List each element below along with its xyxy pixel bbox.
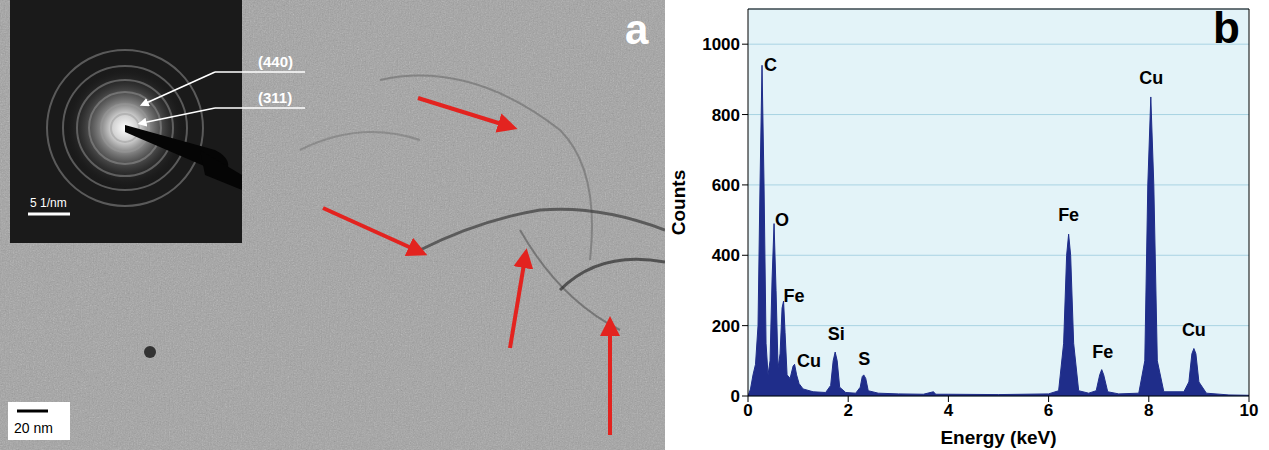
svg-text:Cu: Cu bbox=[1182, 320, 1206, 340]
svg-text:S: S bbox=[858, 349, 870, 369]
svg-text:600: 600 bbox=[712, 176, 740, 195]
svg-text:4: 4 bbox=[944, 401, 954, 420]
svg-text:(311): (311) bbox=[258, 89, 292, 106]
svg-text:6: 6 bbox=[1044, 401, 1053, 420]
svg-text:Cu: Cu bbox=[1139, 68, 1163, 88]
svg-text:Si: Si bbox=[828, 324, 845, 344]
svg-text:Fe: Fe bbox=[1058, 205, 1079, 225]
svg-text:Energy (keV): Energy (keV) bbox=[940, 427, 1056, 448]
svg-text:Cu: Cu bbox=[797, 351, 821, 371]
svg-text:(440): (440) bbox=[258, 53, 293, 70]
svg-text:400: 400 bbox=[712, 246, 740, 265]
svg-text:a: a bbox=[625, 6, 649, 53]
svg-text:C: C bbox=[764, 55, 777, 75]
svg-text:0: 0 bbox=[743, 401, 752, 420]
svg-text:8: 8 bbox=[1144, 401, 1153, 420]
svg-text:Fe: Fe bbox=[784, 286, 805, 306]
svg-text:1000: 1000 bbox=[702, 35, 740, 54]
html-text:b: b bbox=[1213, 3, 1240, 52]
svg-text:O: O bbox=[775, 210, 789, 230]
svg-text:200: 200 bbox=[712, 317, 740, 336]
svg-text:Fe: Fe bbox=[1092, 342, 1113, 362]
svg-text:10: 10 bbox=[1240, 401, 1259, 420]
svg-text:20 nm: 20 nm bbox=[14, 420, 53, 436]
svg-text:2: 2 bbox=[843, 401, 852, 420]
svg-text:0: 0 bbox=[731, 387, 740, 406]
svg-text:800: 800 bbox=[712, 106, 740, 125]
svg-text:5 1/nm: 5 1/nm bbox=[30, 196, 67, 210]
svg-text:Counts: Counts bbox=[668, 170, 689, 235]
